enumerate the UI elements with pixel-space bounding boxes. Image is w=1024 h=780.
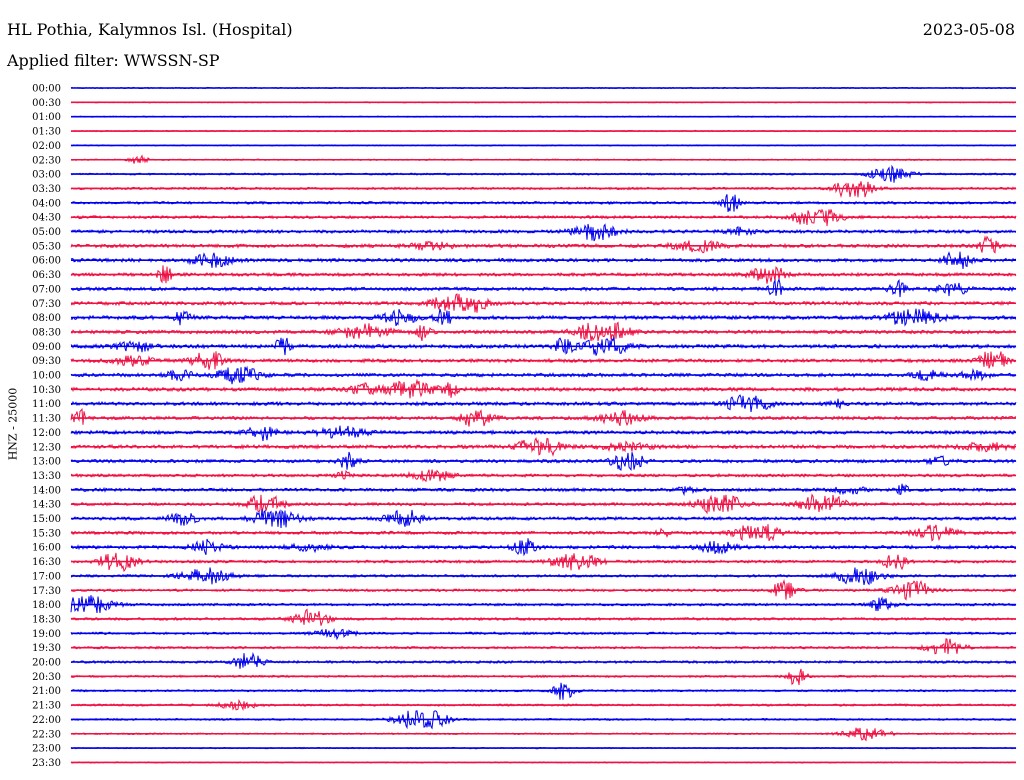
tick-label: 09:30 (32, 356, 61, 367)
tick-label: 19:30 (32, 643, 61, 654)
tick-label: 21:30 (32, 701, 61, 712)
tick-label: 14:00 (32, 485, 61, 496)
tick-label: 02:30 (32, 155, 61, 166)
tick-label: 16:00 (32, 543, 61, 554)
tick-label: 19:00 (32, 629, 61, 640)
tick-label: 04:30 (32, 213, 61, 224)
tick-label: 13:30 (32, 471, 61, 482)
tick-label: 01:30 (32, 127, 61, 138)
tick-label: 10:00 (32, 371, 61, 382)
filter-line: Applied filter: WWSSN-SP (7, 51, 220, 70)
tick-label: 12:00 (32, 428, 61, 439)
tick-label: 20:30 (32, 672, 61, 683)
tick-label: 15:00 (32, 514, 61, 525)
filter-value: WWSSN-SP (123, 51, 220, 70)
trace-line (70, 223, 1017, 242)
tick-label: 06:30 (32, 270, 61, 281)
tick-label: 15:30 (32, 528, 61, 539)
tick-label: 09:00 (32, 342, 61, 353)
tick-label: 18:30 (32, 614, 61, 625)
tick-label: 22:30 (32, 729, 61, 740)
tick-label: 14:30 (32, 500, 61, 511)
tick-label: 21:00 (32, 686, 61, 697)
tick-label: 05:30 (32, 241, 61, 252)
tick-label: 13:00 (32, 457, 61, 468)
tick-label: 03:00 (32, 170, 61, 181)
tick-label: 12:30 (32, 442, 61, 453)
tick-label: 01:00 (32, 112, 61, 123)
tick-label: 17:00 (32, 571, 61, 582)
tick-label: 22:00 (32, 715, 61, 726)
tick-label: 00:00 (32, 84, 61, 95)
tick-label: 16:30 (32, 557, 61, 568)
tick-label: 08:30 (32, 327, 61, 338)
tick-label: 02:00 (32, 141, 61, 152)
date-label: 2023-05-08 (922, 20, 1015, 39)
tick-label: 08:00 (32, 313, 61, 324)
tick-label: 00:30 (32, 98, 61, 109)
tick-label-group: 00:00 00:30 01:00 01:30 02:00 02:30 03:00 03:30… (32, 84, 61, 769)
trace-line (70, 425, 1017, 442)
tick-label: 20:00 (32, 658, 61, 669)
tick-label: 23:00 (32, 744, 61, 755)
tick-label: 05:00 (32, 227, 61, 238)
filter-label: Applied filter: (7, 51, 119, 70)
trace-line (70, 651, 1017, 669)
trace-line (70, 181, 1017, 199)
tick-label: 23:30 (32, 758, 61, 769)
trace-line (70, 235, 1017, 254)
trace-line (70, 638, 1017, 655)
tick-label: 18:00 (32, 600, 61, 611)
trace-group (70, 86, 1017, 764)
tick-label: 06:00 (32, 256, 61, 267)
tick-label: 04:00 (32, 198, 61, 209)
station-title: HL Pothia, Kalymnos Isl. (Hospital) (7, 20, 293, 39)
tick-label: 11:00 (32, 399, 61, 410)
tick-label: 03:30 (32, 184, 61, 195)
tick-label: 11:30 (32, 414, 61, 425)
tick-label: 10:30 (32, 385, 61, 396)
trace-line (70, 608, 1017, 626)
tick-label: 17:30 (32, 586, 61, 597)
tick-label: 07:00 (32, 284, 61, 295)
tick-label: 07:30 (32, 299, 61, 310)
